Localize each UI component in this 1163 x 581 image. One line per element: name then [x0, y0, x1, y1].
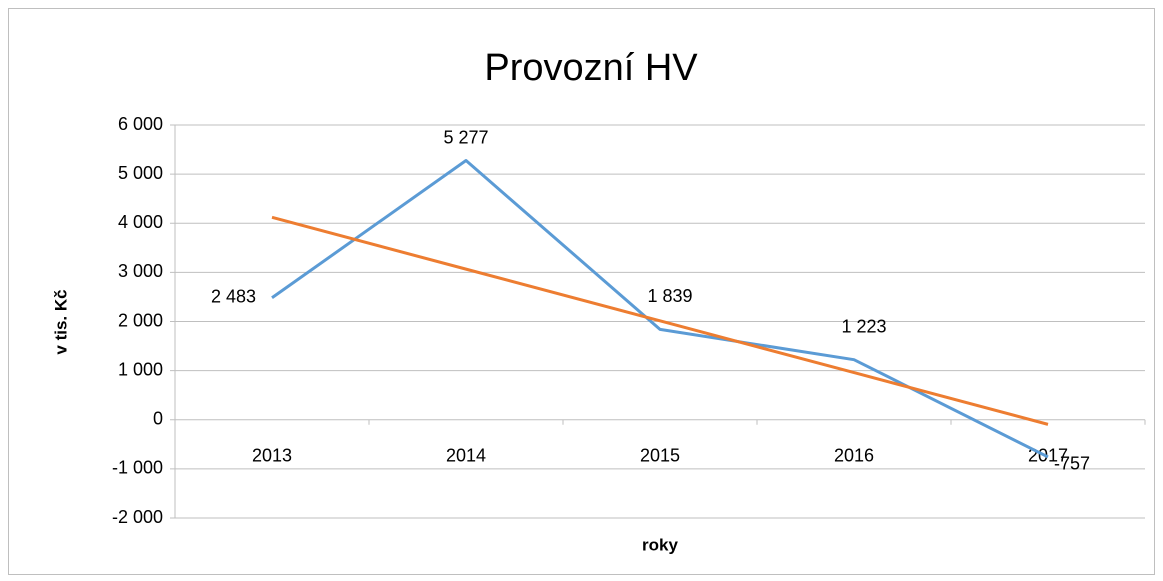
- y-tick-label: 6 000: [118, 114, 163, 134]
- y-tick-label: 0: [153, 409, 163, 429]
- y-axis-title: v tis. Kč: [51, 289, 70, 354]
- series-line: [271, 159, 1049, 459]
- data-label: 1 223: [841, 316, 886, 336]
- y-tick-label: 2 000: [118, 310, 163, 330]
- x-tick-label: 2016: [834, 446, 874, 466]
- y-tick-label: 3 000: [118, 261, 163, 281]
- series-line: [271, 215, 1049, 426]
- data-label: 5 277: [443, 127, 488, 147]
- x-tick-label: 2015: [640, 446, 680, 466]
- y-tick-label: -1 000: [112, 458, 163, 478]
- x-tick-label: 2013: [252, 446, 292, 466]
- chart-border: [8, 8, 1155, 575]
- x-tick-label: 2014: [446, 446, 486, 466]
- x-axis-title: roky: [642, 535, 678, 554]
- y-tick-label: -2 000: [112, 507, 163, 527]
- data-label: 2 483: [211, 287, 256, 307]
- y-tick-label: 1 000: [118, 359, 163, 379]
- data-label: 1 839: [647, 286, 692, 306]
- data-label: -757: [1054, 454, 1090, 474]
- chart-title: Provozní HV: [484, 47, 698, 89]
- y-tick-label: 4 000: [118, 212, 163, 232]
- y-tick-label: 5 000: [118, 163, 163, 183]
